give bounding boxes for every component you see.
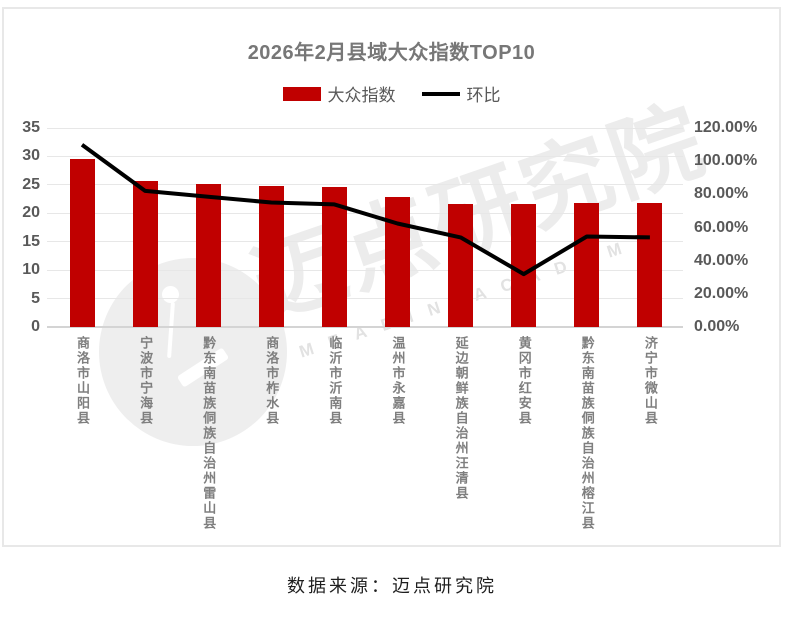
data-source-caption: 数据来源：迈点研究院 <box>287 576 497 596</box>
right-axis-tick-label: 120.00% <box>694 119 758 136</box>
legend-label: 大众指数 <box>327 86 396 105</box>
trend-line <box>80 143 650 277</box>
right-axis-tick-label: 20.00% <box>694 284 749 302</box>
bar <box>637 203 663 327</box>
watermark-logo-circle <box>99 258 287 446</box>
category-label: 延边朝鲜族自治州汪清县 <box>453 336 469 501</box>
left-axis-tick-label: 35 <box>22 119 40 136</box>
bar <box>195 183 221 327</box>
bar <box>511 204 537 327</box>
left-axis-tick-label: 5 <box>31 289 40 307</box>
left-axis-tick-label: 0 <box>31 318 40 335</box>
bar <box>258 185 284 327</box>
bar <box>132 180 158 327</box>
category-label: 黔东南苗族侗族自治州榕江县 <box>579 336 595 531</box>
bar-swatch-icon <box>282 86 321 101</box>
bar <box>448 203 474 327</box>
gridline <box>47 155 683 157</box>
chart-frame: 迈点研究院 MEADIN ACADEMY 2026年2月县域大众指数TOP10 … <box>2 7 781 547</box>
category-label: 黔东南苗族侗族自治州雷山县 <box>201 336 217 531</box>
gridline <box>47 269 683 271</box>
bar <box>321 187 347 327</box>
legend-item-bar: 大众指数 <box>282 81 396 106</box>
left-axis-tick-label: 30 <box>22 147 40 165</box>
category-label: 温州市永嘉县 <box>390 336 406 426</box>
right-axis-tick-label: 40.00% <box>694 251 749 269</box>
legend-label: 环比 <box>466 86 501 105</box>
gridline <box>47 241 683 243</box>
right-axis-tick-label: 60.00% <box>694 218 749 236</box>
bar <box>574 203 600 327</box>
category-label: 宁波市宁海县 <box>138 336 154 426</box>
category-label: 商洛市柞水县 <box>264 336 280 426</box>
category-label: 济宁市微山县 <box>642 336 658 426</box>
bar <box>69 158 95 327</box>
category-label: 临沂市沂南县 <box>327 336 343 426</box>
gridline <box>47 326 683 328</box>
chart-legend: 大众指数 环比 <box>4 81 779 106</box>
left-axis-tick-label: 15 <box>22 232 40 250</box>
right-axis-tick-label: 0.00% <box>694 318 740 335</box>
gridline <box>47 127 683 129</box>
bar <box>385 196 410 327</box>
legend-item-line: 环比 <box>421 81 501 106</box>
category-label: 黄冈市红安县 <box>516 336 532 426</box>
trend-line-svg <box>80 143 650 277</box>
category-label: 商洛市山阳县 <box>75 336 90 426</box>
line-swatch-icon <box>421 91 460 96</box>
right-axis-tick-label: 100.00% <box>694 152 758 170</box>
left-axis-tick-label: 25 <box>22 175 40 193</box>
right-axis-tick-label: 80.00% <box>694 185 749 203</box>
chart-title: 2026年2月县域大众指数TOP10 <box>247 42 536 64</box>
left-axis-tick-label: 20 <box>22 204 40 222</box>
gridline <box>47 184 683 186</box>
left-axis-tick-label: 10 <box>22 261 40 279</box>
gridline <box>47 298 683 300</box>
